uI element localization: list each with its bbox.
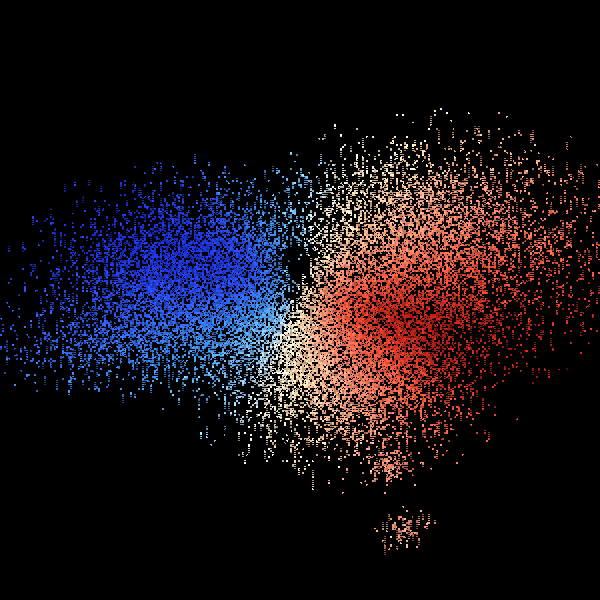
velocity-field-canvas [0, 0, 600, 600]
velocity-field-figure: Velocity Field (Moment 1) Map Rotating d… [0, 0, 600, 600]
